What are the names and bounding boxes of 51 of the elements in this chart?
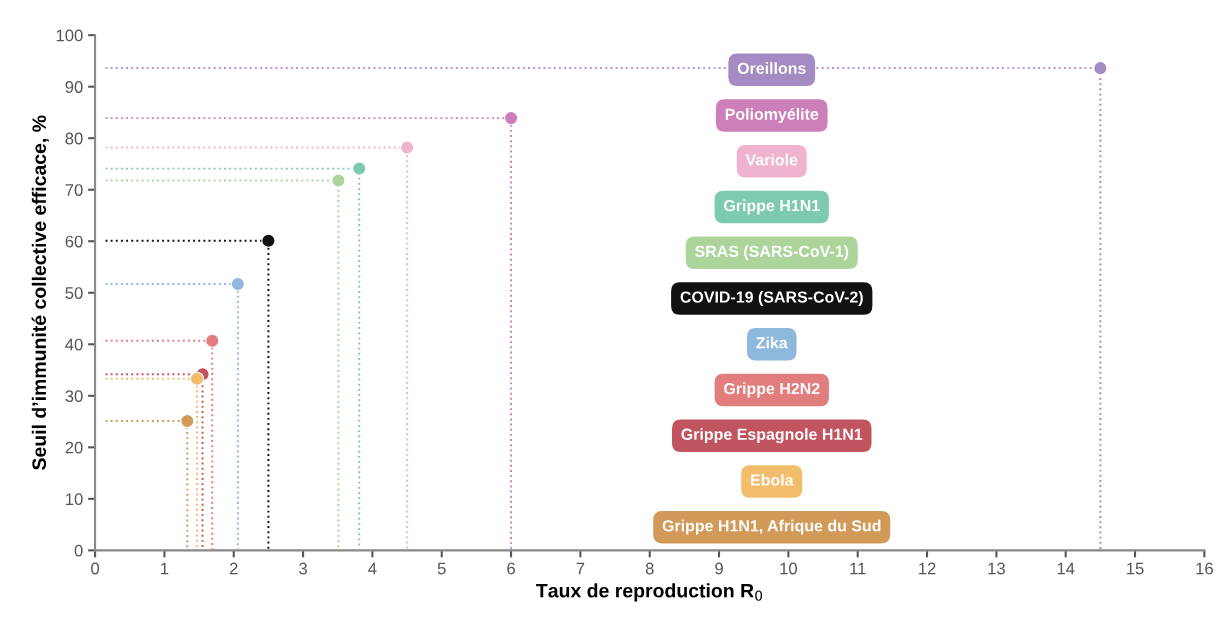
text: Oreillons [737,62,806,74]
x-tick-label: 3 [299,562,307,575]
point [180,413,195,429]
y-tick-label: 80 [65,132,83,145]
y-axis-title: Seuil d’immunité collective efficace, % [31,115,49,470]
x-tick-label: 12 [919,562,936,575]
text: Grippe Espagnole H1N1 [681,428,863,444]
text: Variole [745,153,798,166]
y-tick-label: 70 [65,184,83,196]
y-tick-label: 0 [74,544,83,557]
text: Poliomyélite [725,107,819,123]
point [399,140,415,155]
x-tick-label: 10 [780,562,798,575]
y-tick-label: 50 [65,287,83,299]
x-tick-label: 16 [1196,562,1213,575]
text: Grippe H1N1, Afrique du Sud [662,519,881,535]
x-tick-label: 6 [507,562,515,575]
x-tick-label: 13 [988,562,1005,575]
point [189,371,205,386]
x-tick-label: 15 [1127,562,1144,575]
point [261,233,276,248]
x-tick-label: 11 [850,562,866,575]
x-axis-title: Taux de reproduction R$_{0}$ [536,583,763,602]
y-tick-label: 10 [66,493,83,506]
y-tick-label: 20 [65,441,83,454]
point [331,173,346,188]
x-tick-label: 2 [229,562,238,575]
point [1093,60,1108,76]
point [503,110,519,126]
point [352,161,367,176]
y-tick-label: 30 [65,390,83,403]
y-tick-label: 100 [56,29,83,42]
text: Grippe H2N2 [724,382,820,398]
y-tick-label: 40 [65,338,83,351]
point [205,333,220,348]
text: Grippe H1N1 [724,199,820,215]
x-tick-label: 0 [91,562,100,575]
point [230,276,246,292]
x-tick-label: 7 [576,562,585,575]
x-tick-label: 4 [368,562,377,575]
y-tick-label: 60 [65,235,83,248]
text: Zika [756,336,788,349]
x-tick-label: 1 [161,562,169,575]
x-tick-label: 9 [715,562,723,575]
x-tick-label: 14 [1057,562,1075,575]
x-tick-label: 5 [437,562,446,575]
x-tick-label: 8 [645,562,654,575]
text: SRAS (SARS-CoV-1) [695,245,849,261]
text: COVID-19 (SARS-CoV-2) [680,290,863,306]
y-tick-label: 90 [65,81,83,93]
text: Ebola [751,473,794,486]
